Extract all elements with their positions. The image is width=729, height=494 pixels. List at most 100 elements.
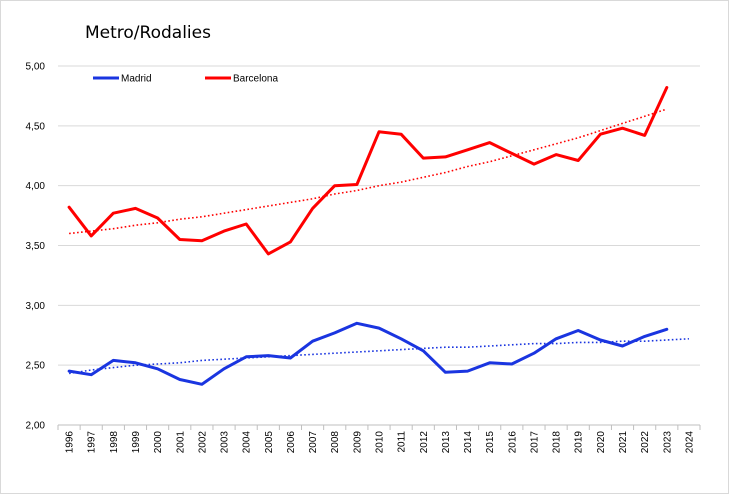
madrid-data-point [555, 337, 558, 340]
madrid-data-point [599, 339, 602, 342]
x-tick-label: 2003 [220, 431, 231, 454]
barcelona-data-point [223, 230, 226, 233]
x-tick-label: 1997 [87, 431, 98, 454]
barcelona-data-point [355, 183, 358, 186]
x-tick-label: 2010 [375, 431, 386, 454]
madrid-data-point [112, 359, 115, 362]
barcelona-data-point [289, 240, 292, 243]
x-tick-label: 2008 [330, 431, 341, 454]
barcelona-data-point [643, 134, 646, 137]
madrid-data-point [665, 328, 668, 331]
madrid-data-point [289, 357, 292, 360]
madrid-data-point [311, 340, 314, 343]
barcelona-data-point [333, 184, 336, 187]
madrid-data-point [355, 322, 358, 325]
x-tick-label: 2018 [552, 431, 563, 454]
barcelona-data-point [200, 239, 203, 242]
barcelona-data-point [400, 133, 403, 136]
legend-barcelona-label: Barcelona [233, 74, 278, 85]
barcelona-data-point [488, 141, 491, 144]
y-tick-label: 2,50 [26, 361, 46, 372]
x-tick-label: 2005 [264, 431, 275, 454]
barcelona-data-point [444, 155, 447, 158]
madrid-data-point [444, 371, 447, 374]
madrid-data-point [621, 345, 624, 348]
x-tick-label: 2023 [662, 431, 673, 454]
madrid-data-point [378, 327, 381, 330]
y-tick-label: 2,00 [26, 421, 46, 432]
x-tick-label: 2019 [574, 431, 585, 454]
x-tick-label: 1996 [65, 431, 76, 454]
barcelona-data-point [90, 234, 93, 237]
madrid-data-point [156, 367, 159, 370]
y-tick-label: 3,00 [26, 301, 46, 312]
barcelona-data-point [533, 163, 536, 166]
madrid-data-point [267, 354, 270, 357]
barcelona-data-point [267, 252, 270, 255]
x-tick-label: 2015 [485, 431, 496, 454]
y-tick-label: 4,00 [26, 181, 46, 192]
barcelona-series-line [67, 86, 669, 256]
barcelona-data-point [422, 157, 425, 160]
barcelona-data-point [178, 238, 181, 241]
barcelona-data-point [68, 206, 71, 209]
x-tick-label: 1998 [109, 431, 120, 454]
x-tick-label: 2020 [596, 431, 607, 454]
x-tick-label: 2006 [286, 431, 297, 454]
madrid-data-point [223, 367, 226, 370]
barcelona-data-point [577, 159, 580, 162]
y-tick-label: 4,50 [26, 121, 46, 132]
x-tick-label: 2012 [419, 431, 430, 454]
madrid-data-point [643, 335, 646, 338]
barcelona-data-point [466, 148, 469, 151]
madrid-data-point [200, 383, 203, 386]
x-tick-label: 2024 [684, 431, 695, 454]
x-tick-label: 2004 [242, 431, 253, 454]
madrid-data-point [134, 361, 137, 364]
barcelona-data-point [245, 223, 248, 226]
x-tick-label: 2007 [308, 431, 319, 454]
chart-title: Metro/Rodalies [85, 23, 211, 43]
madrid-data-point [333, 331, 336, 334]
x-tick-label: 2000 [153, 431, 164, 454]
x-tick-label: 2016 [507, 431, 518, 454]
madrid-trendline [68, 338, 689, 375]
madrid-data-point [488, 361, 491, 364]
x-tick-label: 2013 [441, 431, 452, 454]
y-tick-label: 3,50 [26, 241, 46, 252]
x-tick-label: 2021 [618, 431, 629, 454]
madrid-data-point [178, 378, 181, 381]
madrid-data-point [90, 373, 93, 376]
barcelona-data-point [156, 217, 159, 220]
x-tick-label: 2017 [529, 431, 540, 454]
barcelona-data-point [555, 153, 558, 156]
madrid-data-point [245, 355, 248, 358]
madrid-data-point [466, 370, 469, 373]
x-tick-label: 2002 [197, 431, 208, 454]
madrid-data-point [533, 352, 536, 355]
madrid-data-point [400, 337, 403, 340]
barcelona-data-point [510, 152, 513, 155]
barcelona-data-point [378, 130, 381, 133]
y-tick-label: 5,00 [26, 62, 46, 73]
barcelona-data-point [599, 133, 602, 136]
barcelona-data-point [621, 127, 624, 130]
madrid-data-point [510, 363, 513, 366]
madrid-data-point [68, 370, 71, 373]
madrid-data-point [422, 349, 425, 352]
madrid-series-line [67, 321, 669, 386]
barcelona-data-point [311, 207, 314, 210]
x-tick-label: 2014 [463, 431, 474, 454]
x-tick-label: 2009 [352, 431, 363, 454]
barcelona-data-point [665, 86, 668, 89]
barcelona-trendline [69, 108, 668, 235]
x-tick-label: 2022 [640, 431, 651, 454]
x-tick-label: 2011 [397, 431, 408, 453]
legend-madrid-label: Madrid [121, 74, 152, 85]
x-tick-label: 2001 [175, 431, 186, 454]
x-tick-label: 1999 [131, 431, 142, 454]
madrid-data-point [577, 329, 580, 332]
barcelona-data-point [112, 212, 115, 215]
